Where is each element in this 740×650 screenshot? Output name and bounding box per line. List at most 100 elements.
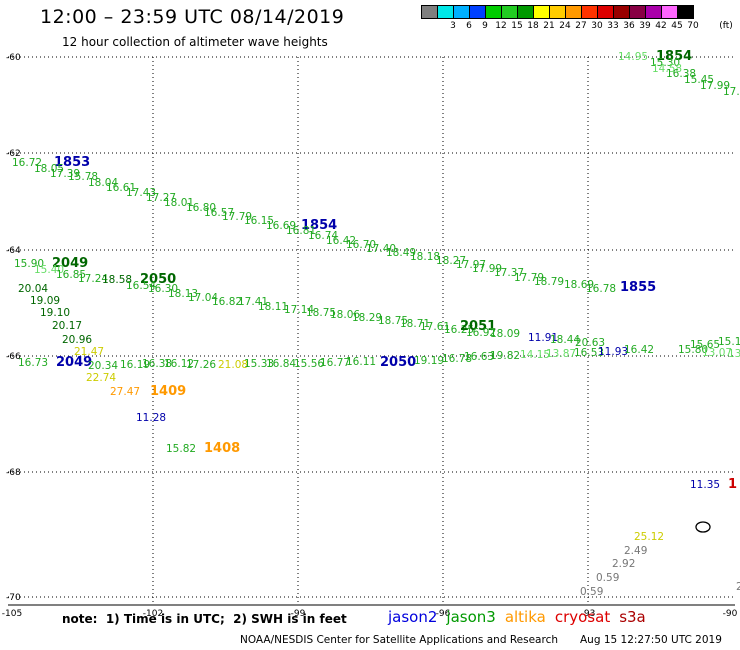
satellite-altika: altika <box>504 608 546 626</box>
wave-height-label: 19.82 <box>490 350 520 362</box>
legend-label: 18 <box>527 21 539 31</box>
wave-height-label: 22.74 <box>86 372 116 384</box>
wave-height-label: 16.85 <box>56 269 86 281</box>
legend-label: 24 <box>559 21 571 31</box>
map-grid <box>8 56 735 606</box>
wave-height-label: 19.10 <box>40 307 70 319</box>
lat-tick-label: -68 <box>6 468 21 478</box>
wave-height-label: 17.40 <box>366 243 396 255</box>
legend-label: 39 <box>639 21 651 31</box>
map-tick-labels: -60 -62 -64 -66 -68 -70 -105 -102 -99 -96 -93 -90 <box>2 53 738 619</box>
wave-height-label: 15.82 <box>166 443 196 455</box>
wave-height-label: 14.15 <box>520 349 550 361</box>
pass-time-label: 2051 <box>460 319 496 334</box>
wave-height-label: 16.78 <box>586 283 616 295</box>
wave-height-label: 16.57 <box>204 207 234 219</box>
pass-time-label: 1855 <box>620 280 656 295</box>
wave-height-label: 17.79 <box>514 272 544 284</box>
satellite-jason2: jason2 <box>388 608 438 626</box>
lat-tick-label: -62 <box>6 149 21 159</box>
wave-height-label: 17.27 <box>146 192 176 204</box>
lon-tick-label: -105 <box>2 609 22 619</box>
wave-height-label: 16.42 <box>326 235 356 247</box>
island-outline <box>695 521 711 533</box>
wave-height-label: 15.45 <box>684 74 714 86</box>
wave-height-label: 27.47 <box>110 386 140 398</box>
lat-tick-label: -70 <box>6 593 21 603</box>
lon-tick-label: -96 <box>436 609 451 619</box>
wave-height-label: 16.73 <box>18 357 48 369</box>
pass-time-label: 2050 <box>140 272 176 287</box>
legend-label: 36 <box>623 21 635 31</box>
wave-height-label: 13.07 <box>702 347 732 359</box>
wave-height-label: 17.5 <box>723 86 740 98</box>
pass-time-label: 1853 <box>54 155 90 170</box>
satellite-s3a: s3a <box>619 608 646 626</box>
wave-height-label: 18.44 <box>550 334 580 346</box>
wave-height-label: 14.58 <box>652 63 682 75</box>
color-legend-labels: 3 6 9 12 15 18 21 24 27 30 33 36 39 42 45 70 (ft) <box>421 21 740 35</box>
wave-height-label: 16.77 <box>320 357 350 369</box>
wave-height-label: 16.69 <box>266 220 296 232</box>
wave-height-labels: 14.95185415.3014.5816.3815.4517.9917.516… <box>12 49 740 598</box>
wave-height-label: 16.54 <box>126 280 156 292</box>
wave-height-label: 17.14 <box>284 304 314 316</box>
wave-height-label: 17.61 <box>420 321 450 333</box>
wave-height-label: 17.99 <box>700 80 730 92</box>
wave-height-label: 18.04 <box>88 177 118 189</box>
wave-height-label: 17.79 <box>222 211 252 223</box>
wave-height-label: 0.59 <box>596 572 619 584</box>
wave-height-label: 16.38 <box>142 358 172 370</box>
pass-time-label: 2049 <box>56 355 92 370</box>
legend-label: 6 <box>466 21 472 31</box>
legend-label: 3 <box>450 21 456 31</box>
pass-time-label: 1408 <box>204 441 240 456</box>
wave-height-label: 18.49 <box>386 247 416 259</box>
page-title: 12:00 – 23:59 UTC 08/14/2019 <box>40 6 345 28</box>
legend-label: 9 <box>482 21 488 31</box>
wave-height-label: 11.93 <box>598 346 628 358</box>
legend-swatch <box>677 5 694 19</box>
wave-height-label: 21.08 <box>218 359 248 371</box>
wave-height-label: 21.47 <box>74 346 104 358</box>
lat-tick-label: -60 <box>6 53 21 63</box>
wave-height-label: 16.53 <box>574 347 604 359</box>
legend-label: 45 <box>671 21 683 31</box>
wave-height-label: 16.84 <box>266 358 296 370</box>
pass-time-label: 1854 <box>656 49 692 64</box>
wave-height-label: 17.97 <box>456 259 486 271</box>
lat-tick-label: -66 <box>6 352 21 362</box>
satellite-jason3: jason3 <box>446 608 496 626</box>
wave-height-label: 16.78 <box>442 353 472 365</box>
legend-label: 70 <box>687 21 699 31</box>
wave-height-label: 20.04 <box>18 283 48 295</box>
wave-height-label: 20.96 <box>62 334 92 346</box>
wave-height-label: 15.1 <box>718 336 740 348</box>
wave-height-label: 18.13 <box>168 288 198 300</box>
wave-height-label: 17.04 <box>188 292 218 304</box>
legend-label: 21 <box>543 21 555 31</box>
wave-height-label: 11.91 <box>528 332 558 344</box>
wave-height-label: 16.70 <box>346 239 376 251</box>
lon-tick-label: -93 <box>581 609 596 619</box>
wave-height-label: 15.78 <box>68 171 98 183</box>
legend-label: 33 <box>607 21 619 31</box>
wave-height-label: 18.06 <box>330 309 360 321</box>
wave-height-label: 25.12 <box>634 531 664 543</box>
wave-height-label: 16.11 <box>346 356 376 368</box>
wave-height-label: 15.90 <box>14 258 44 270</box>
legend-unit: (ft) <box>719 21 733 31</box>
pass-time-label: 2050 <box>380 355 416 370</box>
wave-height-label: 2.92 <box>612 558 635 570</box>
wave-height-label: 16.74 <box>308 230 338 242</box>
wave-height-label: 18.58 <box>102 274 132 286</box>
wave-height-label: 2.49 <box>624 545 647 557</box>
wave-height-label: 18.75 <box>306 307 336 319</box>
note-text: note: 1) Time is in UTC; 2) SWH is in fe… <box>62 612 347 626</box>
wave-height-label: 16.42 <box>624 344 654 356</box>
wave-height-label: 16.38 <box>666 68 696 80</box>
page-subtitle: 12 hour collection of altimeter wave hei… <box>62 35 328 49</box>
wave-height-label: 17.43 <box>126 187 156 199</box>
legend-label: 27 <box>575 21 587 31</box>
wave-height-label: 19.09 <box>30 295 60 307</box>
